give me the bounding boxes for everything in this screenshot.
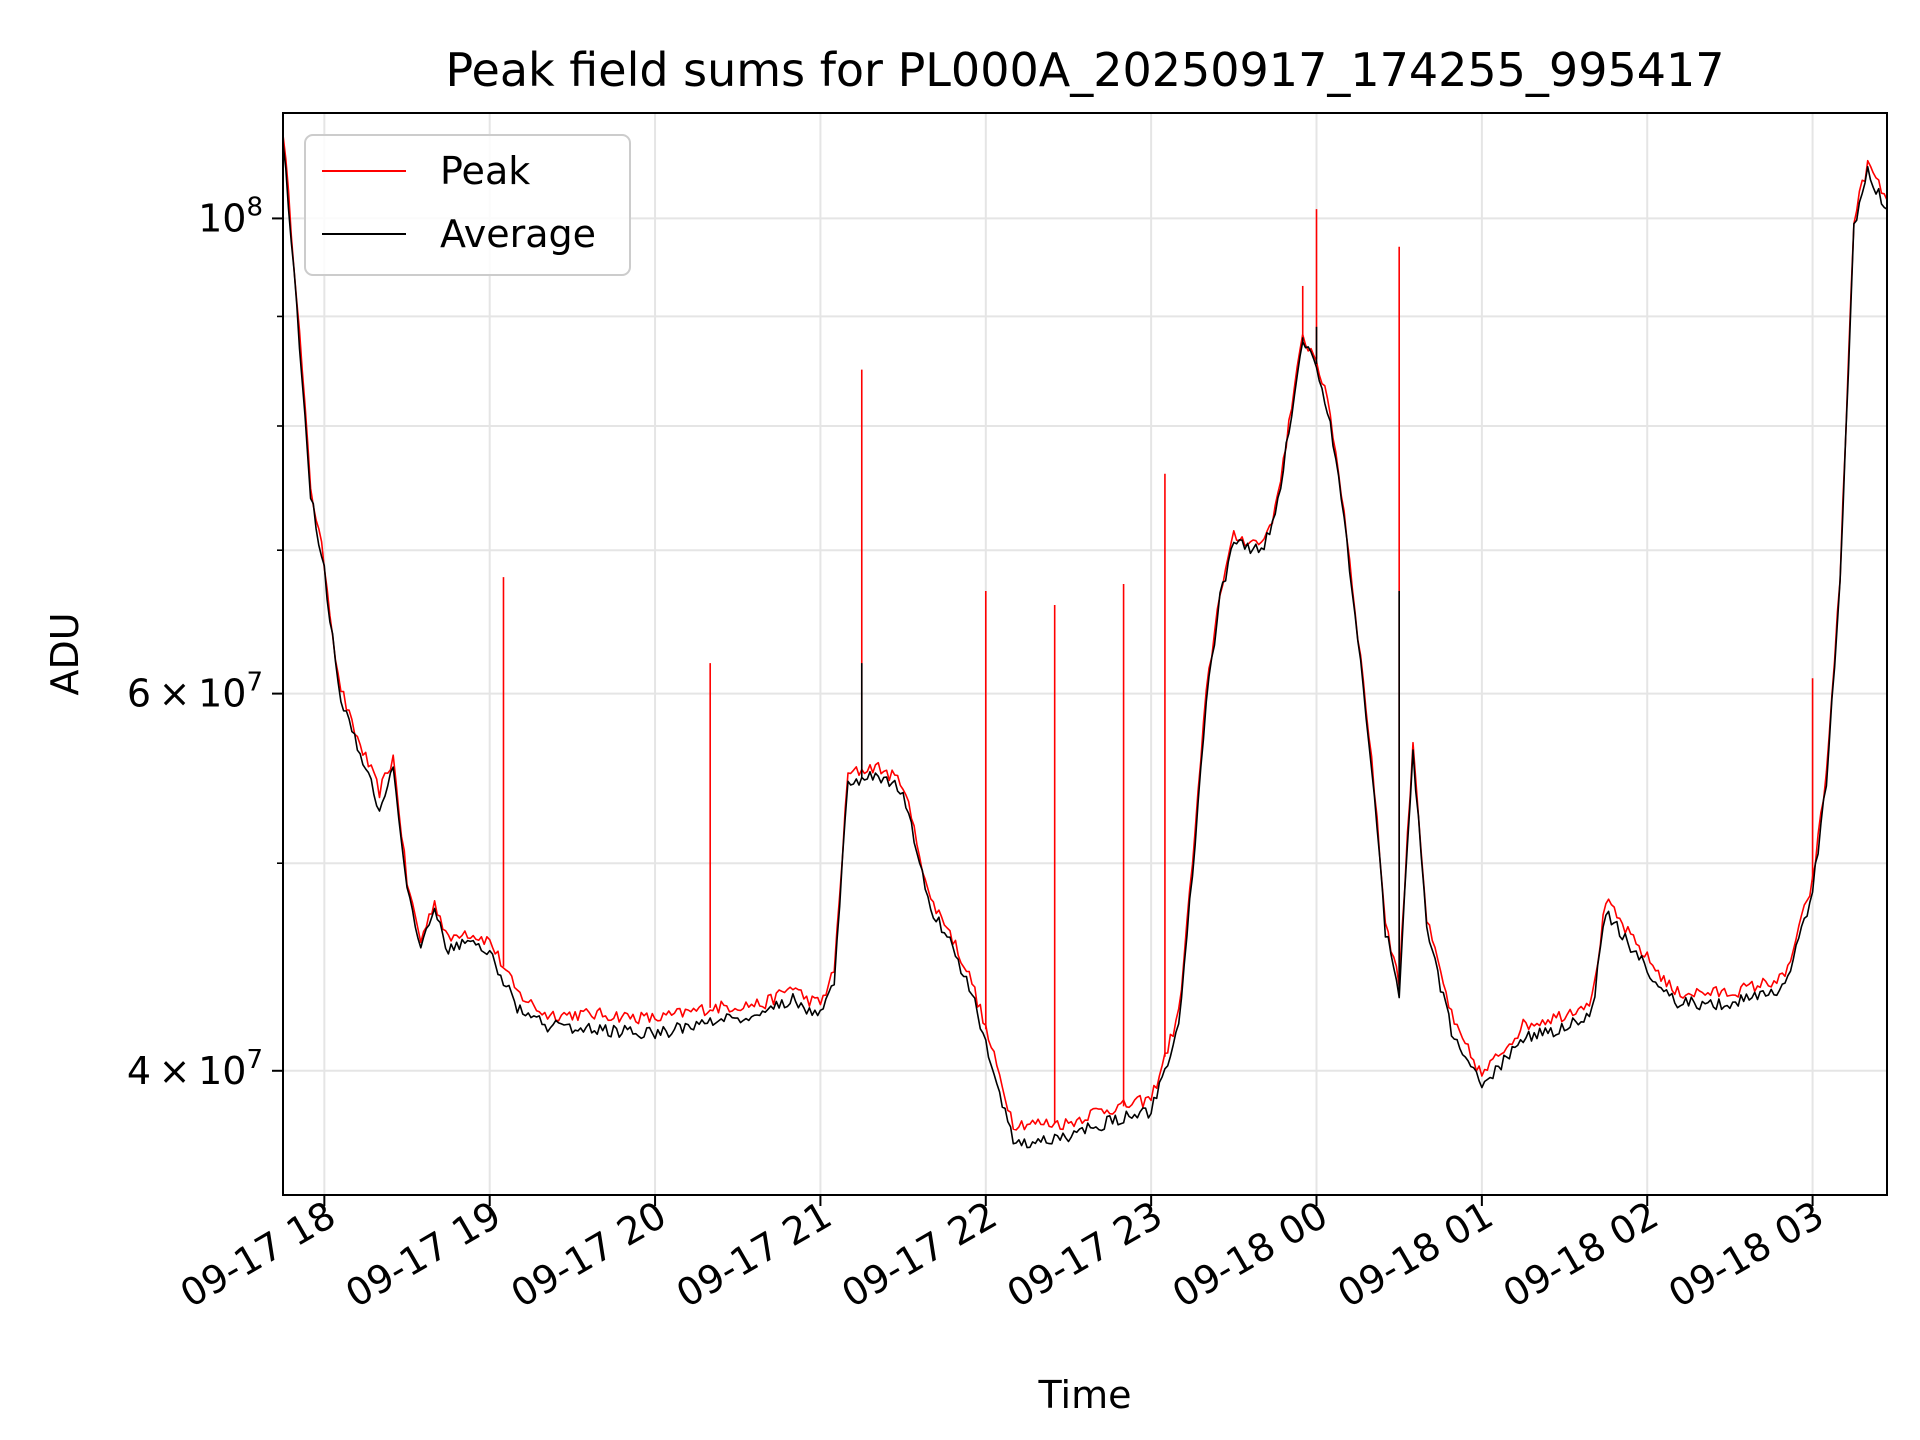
x-axis-label: Time [1038, 1373, 1132, 1417]
plot-frame [282, 112, 1888, 1196]
legend-label-average: Average [440, 212, 596, 256]
series-line-average [283, 143, 1887, 1149]
y-tick-label: 6 × 107 [127, 668, 263, 716]
y-tick-label: 4 × 107 [127, 1045, 263, 1093]
chart-title: Peak field sums for PL000A_20250917_1742… [445, 43, 1724, 97]
y-axis-label: ADU [43, 612, 87, 695]
legend: Peak Average [304, 134, 631, 276]
series-group [283, 134, 1887, 1149]
grid [283, 113, 1887, 1195]
plot-lines [283, 134, 1887, 1149]
y-tick-label: 108 [198, 192, 263, 240]
y-axis-ticks: 4 × 107 6 × 107 108 [127, 192, 283, 1093]
legend-label-peak: Peak [440, 149, 530, 193]
series-line-peak [283, 134, 1887, 1131]
